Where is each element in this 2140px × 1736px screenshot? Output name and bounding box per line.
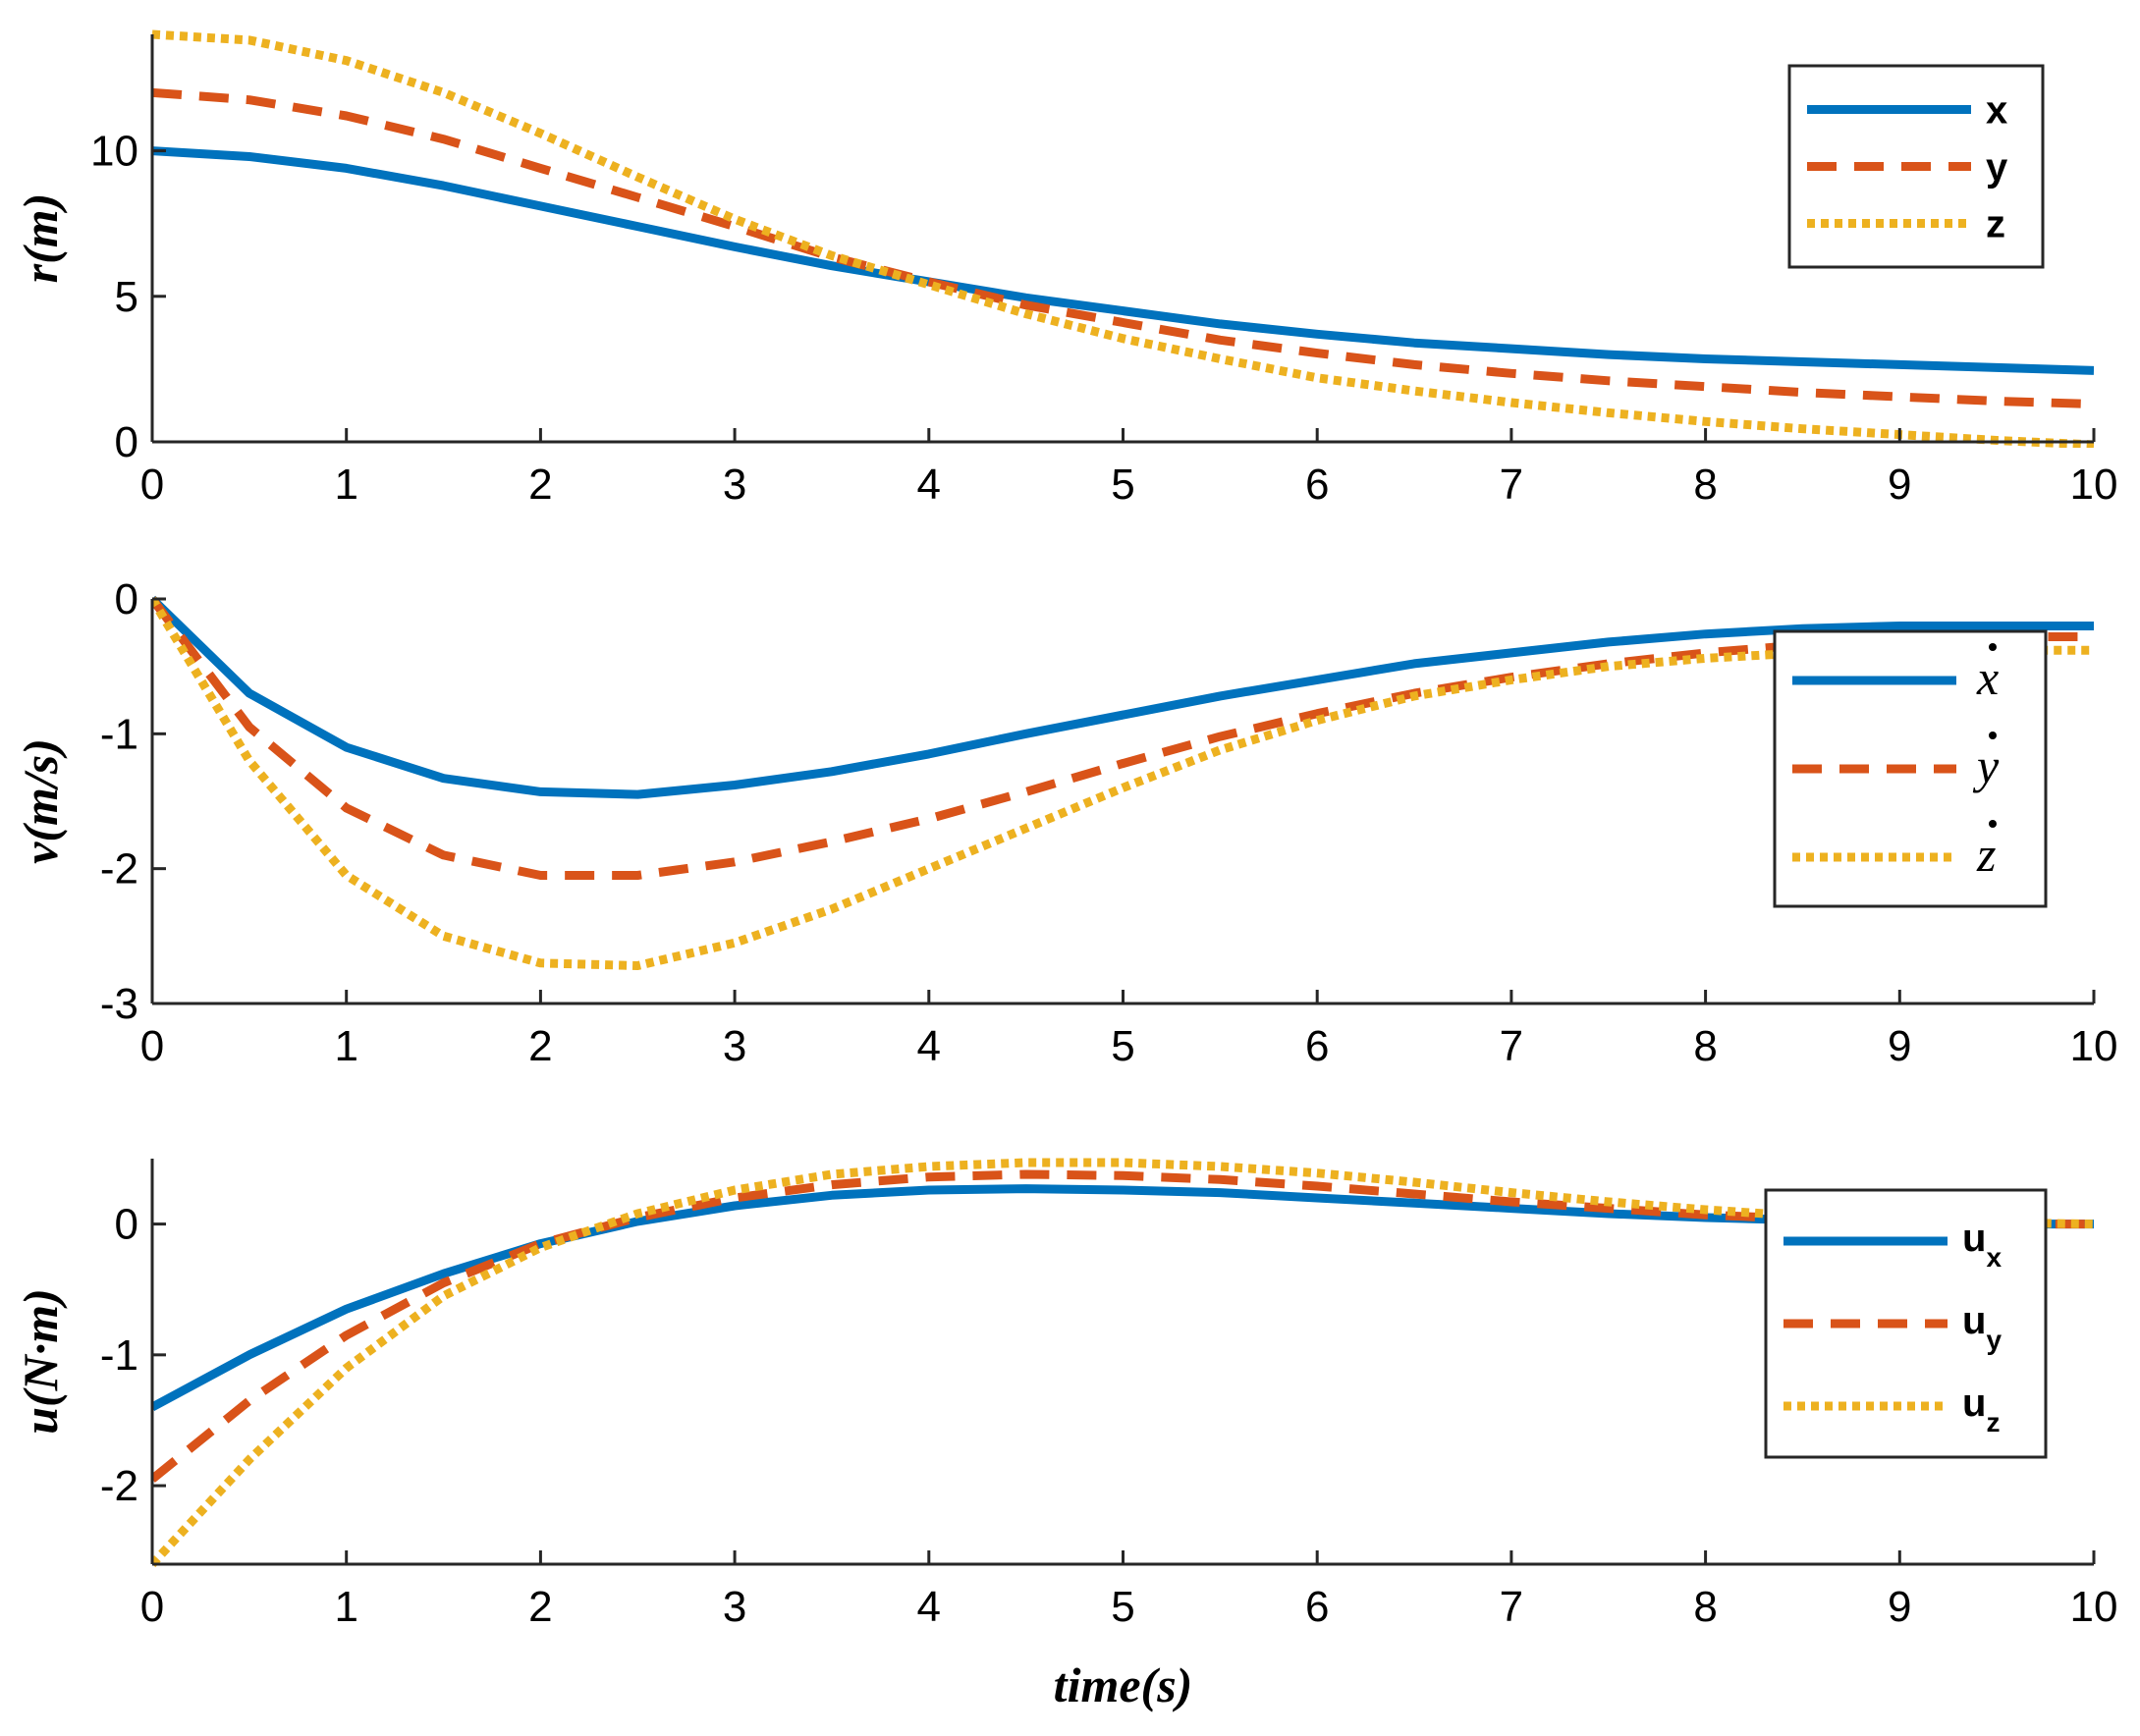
x-tick-label: 0 (140, 1583, 164, 1631)
x-tick-label: 6 (1305, 1022, 1329, 1070)
legend-label-zdot: z (1976, 827, 1996, 882)
y-tick-label: 0 (115, 418, 138, 466)
x-tick-label: 10 (2070, 1583, 2118, 1631)
legend-label-xdot: x (1976, 650, 1999, 705)
series-line-x (152, 146, 2094, 375)
x-tick-label: 7 (1500, 461, 1523, 509)
y-tick-label: 0 (115, 575, 138, 624)
y-tick-label: 0 (115, 1201, 138, 1249)
legend: xyz (1773, 629, 2048, 908)
series-group (152, 595, 2094, 970)
series-line-uy (152, 1169, 2094, 1483)
x-tick-label: 3 (723, 1022, 746, 1070)
y-tick-label: -1 (100, 1331, 138, 1380)
legend-dot-mark (1989, 820, 1997, 828)
x-tick-label: 0 (140, 461, 164, 509)
x-tick-label: 1 (334, 1022, 357, 1070)
x-tick-label: 1 (334, 461, 357, 509)
series-line-xdot (152, 595, 2094, 799)
x-tick-label: 8 (1693, 1583, 1717, 1631)
x-tick-label: 1 (334, 1583, 357, 1631)
legend-dot-mark (1989, 643, 1997, 651)
x-tick-label: 3 (723, 1583, 746, 1631)
x-tick-label: 4 (917, 461, 941, 509)
x-tick-label: 3 (723, 461, 746, 509)
chart-panel-velocity: 0 1 2 3 4 5 6 7 8 9 10 0 -1 -2 -3 v(m/s) xyz (13, 575, 2117, 1070)
x-tick-label: 8 (1693, 1022, 1717, 1070)
chart-panel-position: 0 1 2 3 4 5 6 7 8 9 10 0 5 10 r(m) xyz (13, 29, 2118, 509)
x-tick-label: 10 (2070, 1022, 2118, 1070)
x-tick-label: 9 (1888, 1022, 1911, 1070)
x-tick-label: 5 (1111, 1583, 1134, 1631)
x-tick-label: 9 (1888, 461, 1911, 509)
x-tick-label: 2 (528, 1583, 552, 1631)
x-tick-label: 4 (917, 1022, 941, 1070)
y-tick-label: -3 (100, 980, 138, 1028)
x-tick-label: 8 (1693, 461, 1717, 509)
x-tick-label: 5 (1111, 1022, 1134, 1070)
y-tick-label: -2 (100, 845, 138, 894)
x-tick-label: 2 (528, 1022, 552, 1070)
x-tick-label: 4 (917, 1583, 941, 1631)
y-axis-label: u(N·m) (13, 1288, 68, 1435)
series-line-zdot (152, 596, 2094, 970)
x-tick-label: 2 (528, 461, 552, 509)
x-tick-label: 10 (2070, 461, 2118, 509)
legend: xyz (1787, 64, 2045, 269)
x-axis-label: time(s) (1054, 1657, 1193, 1712)
x-tick-label: 7 (1500, 1583, 1523, 1631)
legend-label-y: y (1986, 146, 2008, 190)
legend-label-ydot: y (1972, 738, 2000, 793)
legend-label-x: x (1986, 89, 2007, 133)
x-tick-label: 6 (1305, 461, 1329, 509)
series-line-ydot (152, 596, 2094, 880)
series-line-y (152, 87, 2094, 408)
legend-label-z: z (1986, 203, 2005, 246)
legend-dot-mark (1989, 732, 1997, 739)
x-tick-label: 6 (1305, 1583, 1329, 1631)
series-group (152, 29, 2094, 448)
x-tick-label: 0 (140, 1022, 164, 1070)
x-tick-label: 5 (1111, 461, 1134, 509)
y-tick-label: 5 (115, 273, 138, 321)
series-line-z (152, 29, 2094, 448)
y-axis-label: r(m) (13, 193, 68, 284)
x-tick-label: 9 (1888, 1583, 1911, 1631)
y-axis-label: v(m/s) (13, 738, 68, 864)
y-tick-label: -2 (100, 1462, 138, 1510)
x-tick-label: 7 (1500, 1022, 1523, 1070)
y-tick-label: -1 (100, 710, 138, 758)
y-tick-label: 10 (90, 128, 138, 176)
